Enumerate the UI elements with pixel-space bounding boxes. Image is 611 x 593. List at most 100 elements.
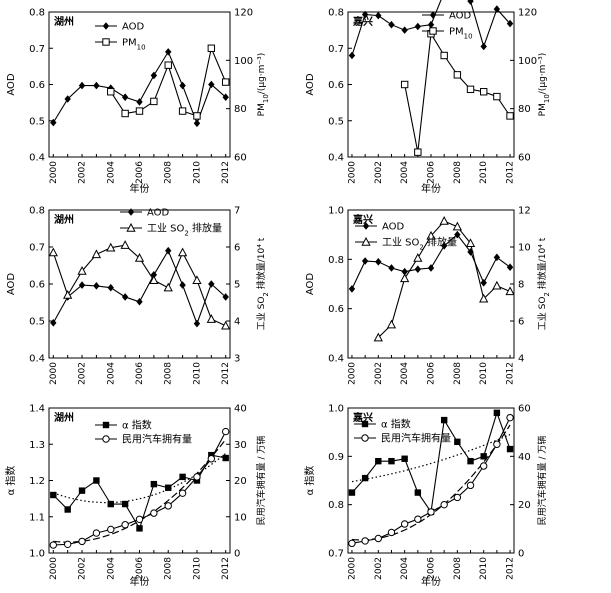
data-point-diamond [121, 293, 129, 301]
data-point-triangle [177, 247, 188, 257]
legend-label: 工业 SO2 排放量 [382, 236, 457, 252]
data-point-circle [49, 541, 58, 549]
y2-axis-label: 工业 SO2 排放量/10⁴ t [255, 237, 270, 330]
data-point-triangle [163, 282, 173, 292]
y2-tick-label: 100 [518, 56, 537, 67]
data-point-diamond [136, 297, 143, 306]
y-tick-label: 0.4 [29, 354, 45, 365]
data-point-square [414, 148, 422, 156]
legend-label: 民用汽车拥有量 [122, 433, 192, 446]
data-point-square [135, 107, 144, 115]
data-point-circle [207, 455, 216, 463]
data-point-diamond [136, 98, 143, 106]
data-point-diamond [467, 0, 474, 5]
x-tick-label: 2004 [400, 161, 410, 184]
data-point-filled-square [222, 454, 229, 462]
data-point-diamond [414, 265, 422, 273]
legend-marker-diamond [429, 11, 437, 19]
data-point-diamond [427, 264, 435, 272]
data-point-square [178, 107, 187, 115]
x-tick-label: 2008 [453, 362, 463, 385]
data-point-diamond [388, 264, 395, 272]
data-point-square [506, 112, 514, 120]
data-point-triangle [63, 290, 73, 299]
data-point-circle [466, 481, 475, 490]
chart-panel-huzhou-aod-so2: 2000 2002 2004 2006 2008 2010 2012 0.4 0.5 0.6 0.7… [6, 206, 270, 385]
data-point-circle [78, 537, 86, 546]
chart-panel-huzhou-alpha-cars: 2000 2002 2004 2006 2008 2010 20121.01.11.21.3… [4, 404, 267, 589]
y-tick-label: 0.4 [328, 354, 344, 365]
legend-label: AOD [147, 208, 170, 219]
legend-marker-circle [102, 435, 110, 443]
data-point-circle [121, 521, 129, 529]
data-point-diamond [50, 118, 57, 127]
x-tick-label: 2000 [347, 161, 357, 184]
x-tick-label: 2006 [135, 161, 145, 184]
data-point-triangle [505, 286, 515, 296]
data-point-circle [63, 540, 72, 548]
x-tick-label: 2012 [506, 362, 516, 385]
data-point-circle [193, 473, 201, 481]
data-point-triangle [439, 216, 449, 225]
y-tick-label: 0.5 [29, 116, 45, 127]
y2-tick-label: 60 [234, 153, 247, 164]
data-point-diamond [107, 283, 114, 292]
data-point-diamond [150, 71, 158, 80]
y2-tick-label: 60 [518, 153, 531, 164]
data-point-circle [221, 427, 230, 436]
legend-marker-diamond [362, 222, 370, 230]
data-point-diamond [454, 230, 461, 239]
data-point-diamond [467, 248, 474, 256]
legend-label: α 指数 [122, 419, 152, 432]
legend-marker-circle [361, 434, 369, 442]
x-tick-label: 2002 [78, 362, 88, 385]
data-point-circle [440, 500, 448, 509]
chart-title: 湖州 [54, 213, 74, 226]
data-point-circle [506, 413, 514, 422]
x-tick-label: 2004 [106, 161, 116, 184]
x-tick-label: 2008 [164, 161, 174, 184]
x-tick-label: 2006 [427, 557, 437, 580]
series-line-2 [110, 46, 227, 117]
data-point-diamond [193, 319, 201, 328]
y2-tick-label: 7 [234, 206, 240, 217]
y-tick-label: 0.9 [328, 452, 344, 463]
x-tick-label: 2004 [400, 362, 410, 385]
x-tick-label: 2012 [221, 161, 231, 184]
x-tick-label: 2004 [106, 557, 116, 580]
data-point-diamond [193, 119, 201, 128]
data-point-circle [178, 489, 187, 497]
y2-tick-label: 10 [518, 243, 531, 254]
y-tick-label: 0.8 [29, 8, 45, 19]
x-axis-label: 年份 [421, 575, 441, 588]
x-tick-label: 2000 [347, 362, 357, 385]
y-tick-label: 0.8 [328, 255, 344, 266]
y-tick-label: 0.4 [328, 153, 344, 164]
y-tick-label: 1.1 [29, 512, 45, 523]
x-tick-label: 2008 [164, 557, 174, 580]
data-point-square [207, 44, 216, 52]
data-point-triangle [192, 275, 202, 284]
x-tick-label: 2010 [479, 557, 489, 580]
x-axis-label: 年份 [421, 182, 441, 195]
y-tick-label: 0.8 [29, 206, 45, 217]
y-tick-label: 0.7 [328, 549, 344, 560]
y-tick-label: 0.8 [328, 500, 344, 511]
data-point-filled-square [107, 500, 114, 508]
data-point-triangle [426, 230, 436, 240]
data-point-circle [453, 493, 462, 502]
data-point-diamond [414, 22, 422, 31]
data-point-filled-square [348, 489, 356, 496]
data-point-diamond [375, 258, 382, 266]
x-tick-label: 2010 [192, 161, 202, 184]
data-point-triangle [413, 253, 423, 262]
data-point-circle [135, 515, 144, 523]
data-point-diamond [506, 19, 514, 28]
chart-panel-jiaxing-alpha-cars: 2000 2002 2004 2006 2008 2010 2012 0.7 0.8 0.9 1.0… [303, 404, 548, 589]
data-point-diamond [64, 95, 71, 103]
x-tick-label: 2002 [374, 557, 384, 580]
data-point-filled-square [361, 474, 369, 482]
trendline-alpha [351, 434, 511, 483]
y2-tick-label: 12 [518, 206, 531, 217]
chart-title: 湖州 [54, 15, 74, 28]
